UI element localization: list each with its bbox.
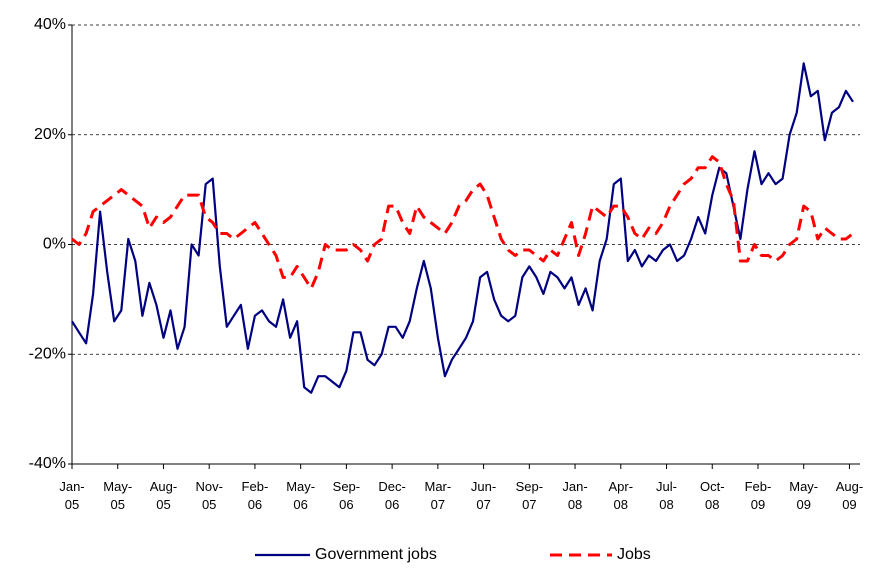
x-tick-label: Feb- 06 <box>241 479 269 512</box>
x-tick-label: Nov- 05 <box>195 479 223 512</box>
x-tick-label: Sep- 06 <box>332 479 361 512</box>
x-tick-label: Jul- 08 <box>656 479 677 512</box>
x-tick-label: Oct- 08 <box>699 479 725 512</box>
x-tick-label: May- 09 <box>789 479 819 512</box>
x-tick-label: Mar- 07 <box>424 479 452 512</box>
legend-label: Jobs <box>617 546 651 563</box>
x-tick-label: Jan- 08 <box>562 479 588 512</box>
y-tick-label: 20% <box>34 126 66 143</box>
x-tick-label: May- 06 <box>286 479 316 512</box>
y-tick-label: 0% <box>43 236 66 253</box>
x-tick-label: Apr- 08 <box>608 479 634 512</box>
legend-label: Government jobs <box>315 546 437 563</box>
x-tick-label: Aug- 05 <box>149 479 178 512</box>
y-tick-label: -40% <box>29 455 66 472</box>
x-tick-label: Feb- 09 <box>744 479 772 512</box>
x-tick-label: Jun- 07 <box>470 479 497 512</box>
series-line <box>71 155 854 290</box>
x-tick-label: May- 05 <box>103 479 133 512</box>
x-tick-label: Jan- 05 <box>59 479 85 512</box>
x-tick-label: Sep- 07 <box>515 479 544 512</box>
y-tick-label: 40% <box>34 16 66 33</box>
y-tick-label: -20% <box>29 345 66 362</box>
x-tick-label: Dec- 06 <box>378 479 406 512</box>
x-tick-label: Aug- 09 <box>835 479 864 512</box>
